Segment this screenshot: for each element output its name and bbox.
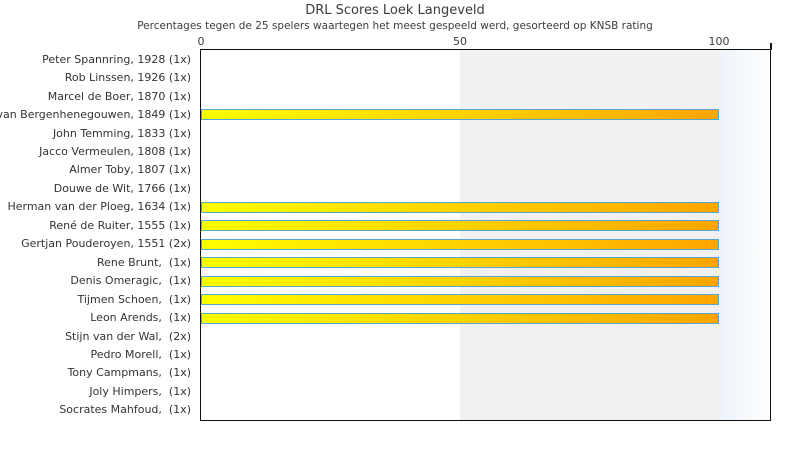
band-over-100 [719,50,770,420]
chart-row [201,309,770,328]
chart-title: DRL Scores Loek Langeveld [305,3,485,18]
chart-row [201,235,770,254]
chart-row [201,383,770,402]
chart-subtitle: Percentages tegen de 25 spelers waartege… [137,20,653,32]
chart-row [201,217,770,236]
y-axis-label: Stijn van der Wal, (2x) [65,329,191,343]
chart-row [201,402,770,421]
y-axis-label: Herman van der Ploeg, 1634 (1x) [7,200,191,214]
bar[interactable] [201,257,719,269]
axis-end-tick [770,43,772,50]
y-axis-label: Leon Arends, (1x) [90,311,191,325]
bar[interactable] [201,109,719,121]
chart-row [201,161,770,180]
chart-row [201,143,770,162]
y-axis-labels: Peter Spannring, 1928 (1x) Rob Linssen, 1… [0,50,196,419]
plot-area [200,43,772,421]
bar[interactable] [201,238,719,250]
y-axis-label: Rene Brunt, (1x) [96,255,191,269]
y-axis-label: Socrates Mahfoud, (1x) [59,403,191,417]
chart-row [201,291,770,310]
chart-row [201,106,770,125]
bar[interactable] [201,294,719,306]
chart-row [201,180,770,199]
bar-rows [201,50,770,420]
x-tick-label: 50 [453,35,467,48]
chart-row [201,69,770,88]
y-axis-label: Gertjan Pouderoyen, 1551 (2x) [21,237,191,251]
y-axis-label: René de Ruiter, 1555 (1x) [49,218,191,232]
bar[interactable] [201,201,719,213]
x-axis: 0 50 100 [197,35,771,48]
chart-row [201,50,770,69]
y-axis-label: Pedro Morell, (1x) [90,347,191,361]
y-axis-label: Tijmen Schoen, (1x) [77,292,192,306]
y-axis-label: van Bergenhenegouwen, 1849 (1x) [0,108,191,122]
chart-row [201,87,770,106]
chart-row [201,272,770,291]
x-tick-label: 0 [197,35,205,48]
y-axis-label: Joly Himpers, (1x) [89,384,191,398]
chart-row [201,124,770,143]
chart-row [201,198,770,217]
y-axis-label: Marcel de Boer, 1870 (1x) [47,89,191,103]
chart-row [201,346,770,365]
y-axis-label: John Temming, 1833 (1x) [52,126,191,140]
y-axis-label: Peter Spannring, 1928 (1x) [42,52,191,66]
y-axis-label: Tony Campmans, (1x) [67,366,191,380]
y-axis-label: Jacco Vermeulen, 1808 (1x) [39,144,191,158]
chart-row [201,365,770,384]
y-axis-label: Rob Linssen, 1926 (1x) [64,71,191,85]
y-axis-label: Almer Toby, 1807 (1x) [69,163,191,177]
bar[interactable] [201,275,719,287]
bar[interactable] [201,220,719,232]
y-axis-label: Denis Omeragic, (1x) [70,274,191,288]
bar[interactable] [201,312,719,324]
y-axis-label: Douwe de Wit, 1766 (1x) [53,181,191,195]
chart-row [201,328,770,347]
x-tick-label: 100 [708,35,730,48]
chart-row [201,254,770,273]
